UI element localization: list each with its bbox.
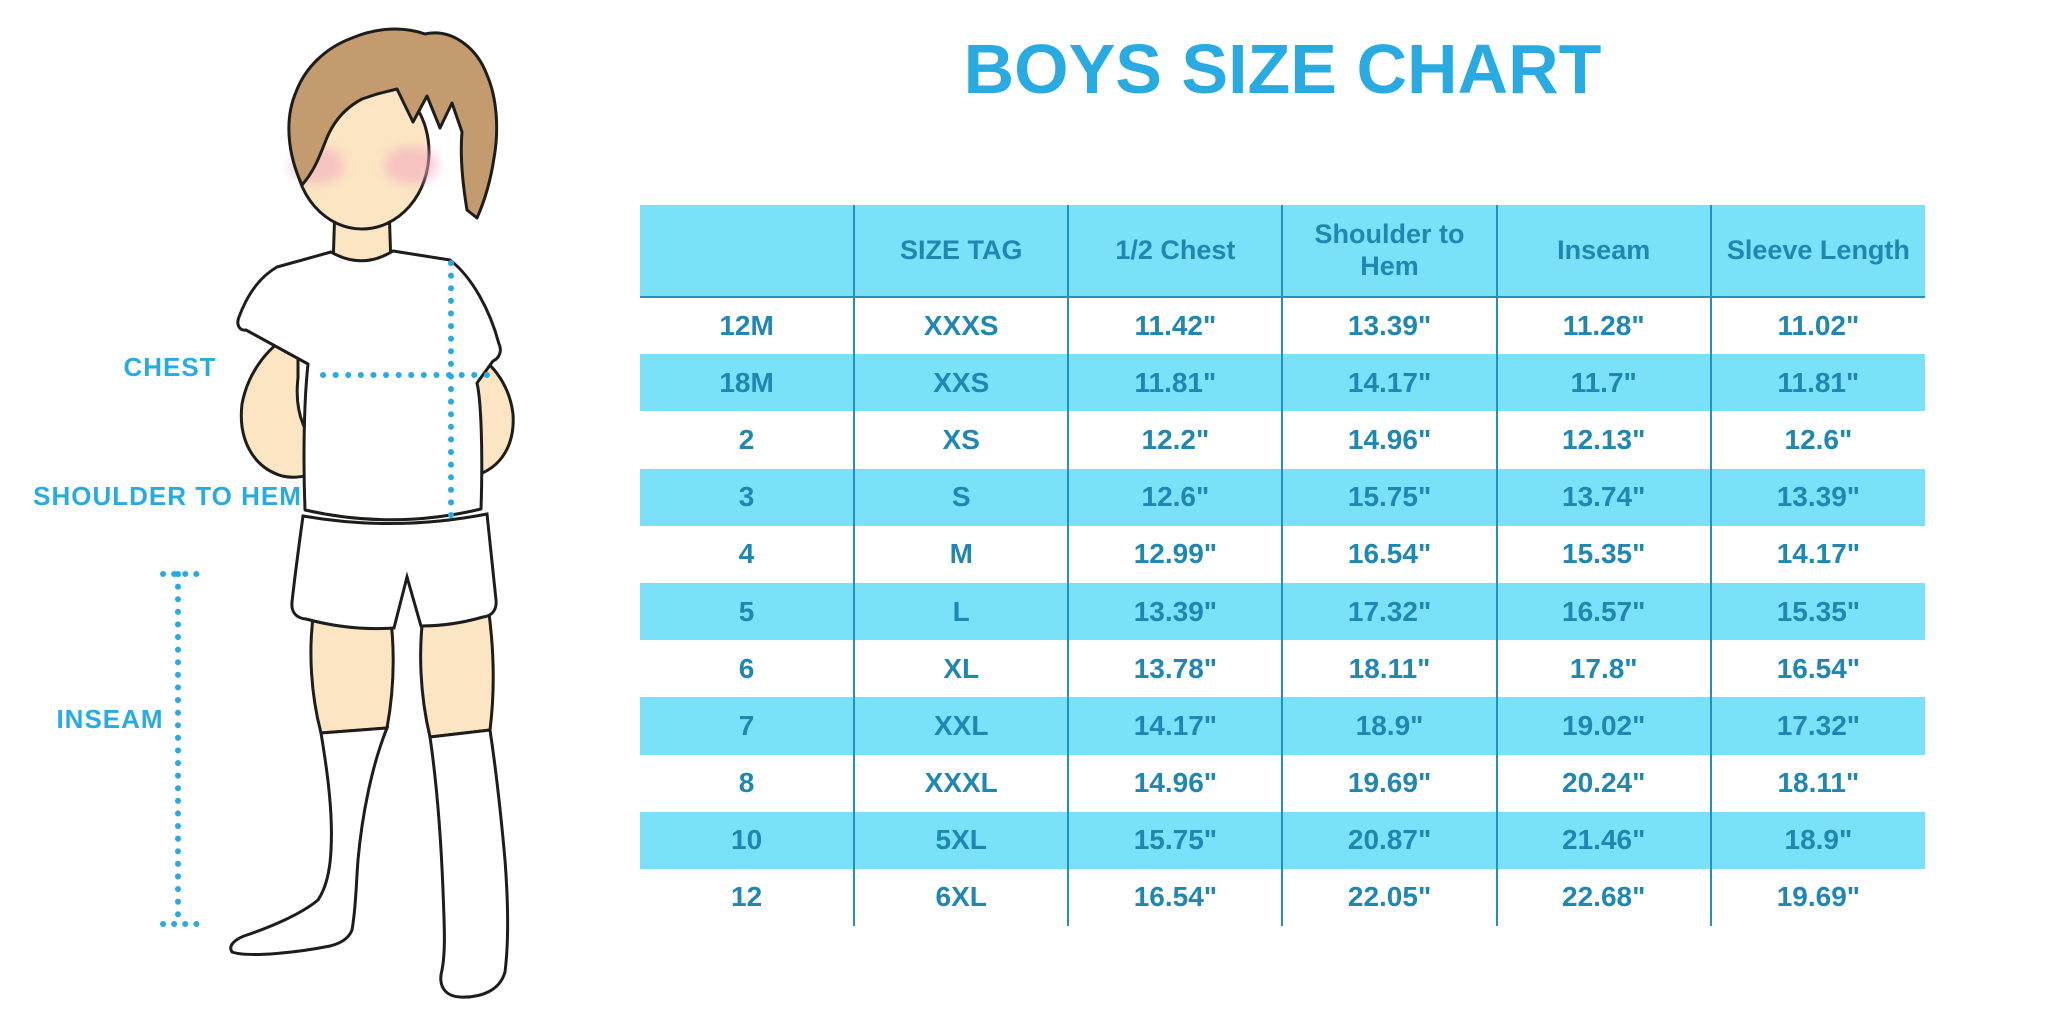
table-cell: 16.54" [1709,640,1925,698]
table-cell: 12M [719,310,774,342]
table-cell: 5XL [853,811,1069,869]
table-row: 3 S 12.6" 15.75" 13.74" 13.39" [640,468,1925,526]
table-cell: 3 [738,481,755,513]
chest-label: CHEST [123,352,217,382]
shoulder-to-hem-label: SHOULDER TO HEM [33,481,302,511]
table-cell: S [853,468,1069,526]
table-cell: 15.35" [1495,525,1711,583]
table-cell: 15.35" [1709,582,1925,641]
table-row: 5 L 13.39" 17.32" 16.57" 15.35" [640,582,1925,641]
table-cell: 22.05" [1281,868,1497,927]
boy-illustration [160,27,515,999]
table-cell: 12.6" [1067,468,1283,526]
table-cell: XXL [853,697,1069,755]
table-cell: XXS [853,354,1069,412]
table-cell: 15.75" [1281,468,1497,526]
table-cell: 17.32" [1709,697,1925,755]
table-row: 6 XL 13.78" 18.11" 17.8" 16.54" [640,640,1925,698]
table-cell: 13.39" [1709,468,1925,526]
table-cell: 13.74" [1495,468,1711,526]
table-cell: 19.02" [1495,697,1711,755]
table-cell: 5 [738,595,755,627]
table-cell: 16.54" [1281,525,1497,583]
right-sock [428,728,510,999]
table-cell: 17.32" [1281,582,1497,641]
table-cell: 14.17" [1067,697,1283,755]
table-cell: 11.7" [1495,354,1711,412]
table-cell: 15.75" [1067,811,1283,869]
table-cell: 12 [731,881,763,913]
shorts [290,512,498,631]
table-cell: 13.39" [1067,582,1283,641]
page-title: BOYS SIZE CHART [963,30,1602,108]
table-cell: 7 [738,709,755,741]
header-row: SIZE TAG 1/2 Chest Shoulder to Hem Inseam Sl… [640,205,1925,298]
table-cell: 19.69" [1281,754,1497,812]
table-cell: 11.42" [1067,297,1283,355]
table-cell: 11.28" [1495,297,1711,355]
table-cell: 18.9" [1709,811,1925,869]
left-sock [229,726,390,956]
table-cell: 13.78" [1067,640,1283,698]
table-cell: 12.2" [1067,411,1283,469]
table-row: 18M XXS 11.81" 14.17" 11.7" 11.81" [640,354,1925,412]
table-cell: 18.11" [1281,640,1497,698]
table-cell: 14.17" [1281,354,1497,412]
table-row: 12M XXXS 11.42" 13.39" 11.28" 11.02" [640,297,1925,355]
table-cell: 11.81" [1709,354,1925,412]
inseam-label: INSEAM [56,704,164,734]
table-row: 10 5XL 15.75" 20.87" 21.46" 18.9" [640,811,1925,869]
table-row: 8 XXXL 14.96" 19.69" 20.24" 18.11" [640,754,1925,812]
table-cell: 11.81" [1067,354,1283,412]
table-cell: 14.17" [1709,525,1925,583]
table-cell: 11.02" [1709,297,1925,355]
table-cell: 2 [738,423,755,455]
column-header: Shoulder to Hem [1281,205,1497,298]
column-header [640,205,855,298]
table-cell: 6 [738,652,755,684]
table-cell: 4 [738,538,755,570]
table-cell: 13.39" [1281,297,1497,355]
column-header: SIZE TAG [853,205,1069,298]
table-row: 7 XXL 14.17" 18.9" 19.02" 17.32" [640,697,1925,755]
table-cell: 8 [738,767,755,799]
table-cell: XS [853,411,1069,469]
table-cell: XXXL [853,754,1069,812]
column-header: Inseam [1495,205,1711,298]
table-cell: 20.87" [1281,811,1497,869]
table-cell: 6XL [853,868,1069,927]
table-cell: XXXS [853,297,1069,355]
table-cell: 12.99" [1067,525,1283,583]
table-cell: M [853,525,1069,583]
size-table-body: 12M XXXS 11.42" 13.39" 11.28" 11.02" 18M XXS 11.… [640,297,1925,927]
column-header: 1/2 Chest [1067,205,1283,298]
table-cell: XL [853,640,1069,698]
hair [287,27,499,220]
table-cell: 18.9" [1281,697,1497,755]
table-cell: 18.11" [1709,754,1925,812]
table-cell: 21.46" [1495,811,1711,869]
table-cell: 20.24" [1495,754,1711,812]
cheek-right [384,146,438,184]
table-cell: L [853,582,1069,641]
size-table: SIZE TAG 1/2 Chest Shoulder to Hem Inseam Sl… [640,205,1925,927]
table-row: 4 M 12.99" 16.54" 15.35" 14.17" [640,525,1925,583]
table-cell: 12.13" [1495,411,1711,469]
table-cell: 14.96" [1067,754,1283,812]
table-cell: 22.68" [1495,868,1711,927]
table-cell: 12.6" [1709,411,1925,469]
table-cell: 18M [719,366,774,398]
table-row: 2 XS 12.2" 14.96" 12.13" 12.6" [640,411,1925,469]
table-cell: 14.96" [1281,411,1497,469]
tshirt [236,249,502,522]
column-header: Sleeve Length [1709,205,1925,298]
table-cell: 16.57" [1495,582,1711,641]
table-cell: 19.69" [1709,868,1925,927]
table-cell: 10 [731,824,763,856]
table-cell: 17.8" [1495,640,1711,698]
table-cell: 16.54" [1067,868,1283,927]
table-row: 12 6XL 16.54" 22.05" 22.68" 19.69" [640,868,1925,927]
